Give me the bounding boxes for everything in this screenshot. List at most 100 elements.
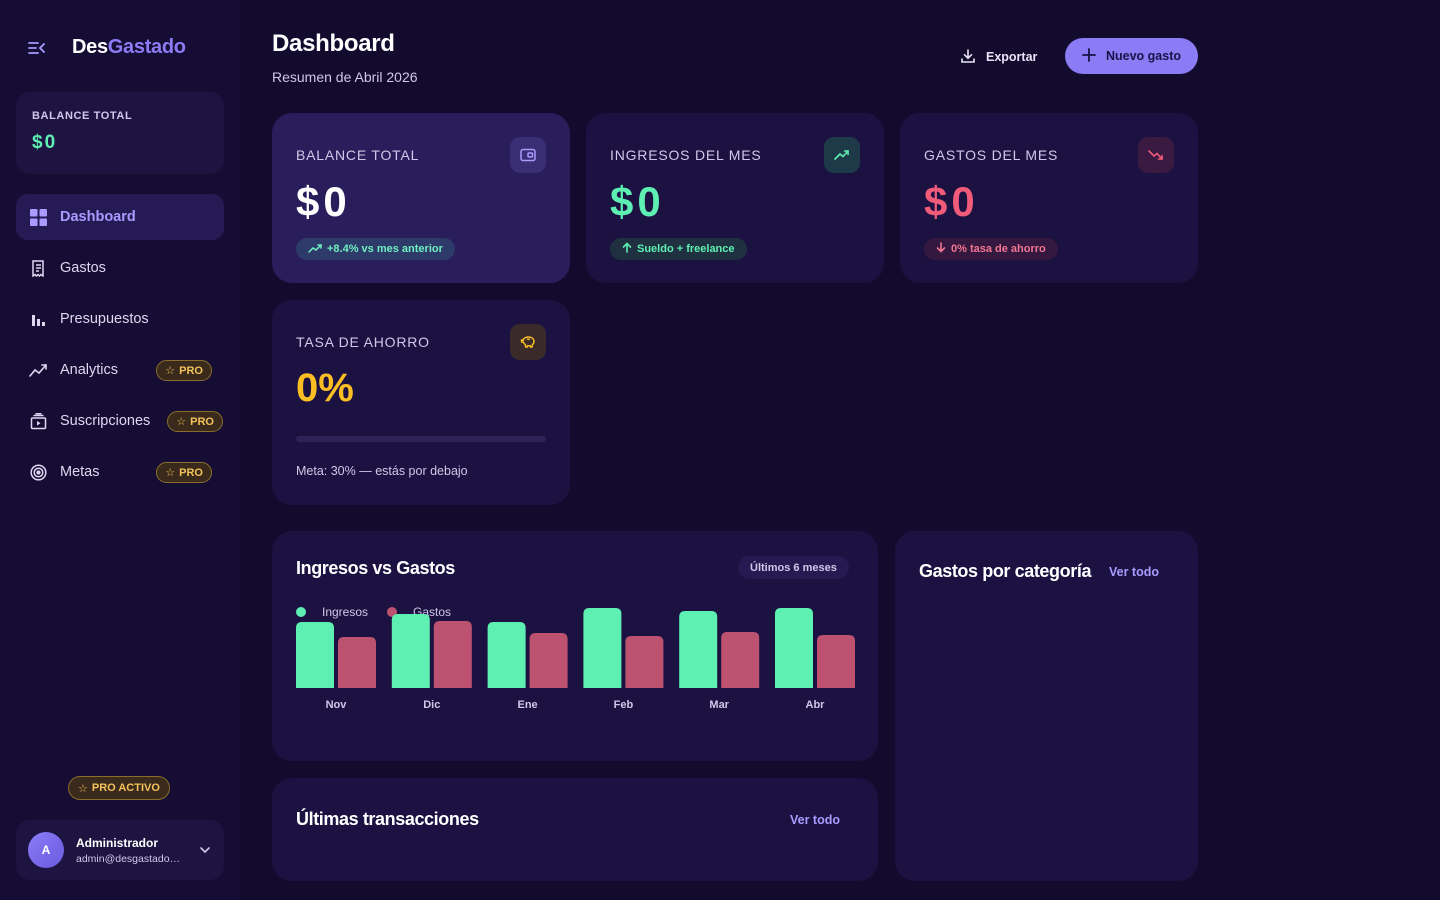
export-label: Exportar xyxy=(986,50,1038,64)
legend-dot-ingresos xyxy=(296,607,306,617)
trend-up-icon xyxy=(824,137,860,173)
sidebar: DesGastado BALANCE TOTAL $0 Dashboard Ga… xyxy=(0,0,240,900)
brand-part-1: Des xyxy=(72,36,108,58)
savings-card-value: 0% xyxy=(296,366,354,410)
trend-down-icon xyxy=(1138,137,1174,173)
avatar: A xyxy=(28,832,64,868)
sidebar-balance-value: $0 xyxy=(32,132,58,153)
user-info: Administrador admin@desgastado.com xyxy=(76,836,198,865)
savings-card-label: TASA DE AHORRO xyxy=(296,334,430,350)
plus-icon xyxy=(1082,47,1096,65)
income-expenses-chart: Ingresos Gastos Nov Dic Ene Feb Mar Abr xyxy=(296,605,855,711)
chart-range-selector[interactable]: Últimos 6 meses xyxy=(738,556,849,579)
balance-change-pill: +8.4% vs mes anterior xyxy=(296,238,455,260)
sidebar-item-metas[interactable]: Metas ☆ PRO xyxy=(16,449,224,495)
bar-gastos-dic[interactable] xyxy=(433,621,472,688)
legend-dot-gastos xyxy=(387,607,397,617)
x-tick-nov: Nov xyxy=(326,699,348,711)
x-tick-dic: Dic xyxy=(423,699,440,711)
x-tick-feb: Feb xyxy=(614,699,634,711)
bar-ingresos-dic[interactable] xyxy=(391,614,430,688)
income-vs-expenses-card: Ingresos vs Gastos Últimos 6 meses Ingre… xyxy=(272,531,878,761)
brand-logo[interactable]: DesGastado xyxy=(72,36,186,59)
receipt-icon xyxy=(28,258,48,278)
pro-active-badge: ☆ PRO ACTIVO xyxy=(68,776,170,800)
income-card-label: INGRESOS DEL MES xyxy=(610,147,762,163)
expenses-card-value: $0 xyxy=(924,178,979,225)
sidebar-balance-label: BALANCE TOTAL xyxy=(32,110,133,122)
bar-gastos-nov[interactable] xyxy=(338,637,376,688)
user-menu[interactable]: A Administrador admin@desgastado.com xyxy=(16,820,224,880)
bar-gastos-ene[interactable] xyxy=(529,633,568,688)
sidebar-item-analytics[interactable]: Analytics ☆ PRO xyxy=(16,347,224,393)
category-card-title: Gastos por categoría xyxy=(919,561,1092,581)
pro-badge: ☆ PRO xyxy=(156,462,212,483)
recent-transactions-card: Últimas transacciones Ver todo xyxy=(272,778,878,881)
expenses-savings-label: 0% tasa de ahorro xyxy=(951,243,1046,255)
transactions-view-all-link[interactable]: Ver todo xyxy=(790,813,841,827)
balance-card: BALANCE TOTAL $0 +8.4% vs mes anterior xyxy=(272,113,570,283)
sidebar-item-label: Gastos xyxy=(60,260,106,276)
sidebar-nav: Dashboard Gastos Presupuestos Analytics … xyxy=(16,194,224,500)
transactions-card-title: Últimas transacciones xyxy=(296,809,479,829)
star-icon: ☆ xyxy=(78,782,88,795)
brand-part-2: Gastado xyxy=(107,36,186,58)
collapse-menu-icon[interactable] xyxy=(28,41,46,55)
new-expense-button[interactable]: Nuevo gasto xyxy=(1065,38,1198,74)
sidebar-item-dashboard[interactable]: Dashboard xyxy=(16,194,224,240)
bar-ingresos-abr[interactable] xyxy=(775,608,813,688)
bar-ingresos-feb[interactable] xyxy=(583,608,622,688)
user-email: admin@desgastado.com xyxy=(76,852,182,865)
x-tick-ene: Ene xyxy=(518,699,538,711)
bar-ingresos-ene[interactable] xyxy=(487,622,526,688)
sidebar-item-gastos[interactable]: Gastos xyxy=(16,245,224,291)
wallet-icon xyxy=(510,137,546,173)
expenses-savings-pill: 0% tasa de ahorro xyxy=(924,238,1058,260)
bar-gastos-mar[interactable] xyxy=(721,632,760,688)
savings-progress-track xyxy=(296,436,546,442)
export-button[interactable]: Exportar xyxy=(960,46,1037,68)
sidebar-balance-card: BALANCE TOTAL $0 xyxy=(16,92,224,174)
savings-rate-card: TASA DE AHORRO 0% Meta: 30% — estás por … xyxy=(272,300,570,505)
bar-ingresos-nov[interactable] xyxy=(296,622,334,688)
pro-badge-label: PRO xyxy=(190,415,214,428)
user-name: Administrador xyxy=(76,835,159,850)
x-tick-abr: Abr xyxy=(806,699,826,711)
star-icon: ☆ xyxy=(165,467,176,479)
chart-title: Ingresos vs Gastos xyxy=(296,558,455,578)
brand: DesGastado xyxy=(28,36,186,59)
piggy-bank-icon xyxy=(510,324,546,360)
download-icon xyxy=(960,48,976,67)
new-expense-label: Nuevo gasto xyxy=(1105,49,1181,63)
chevron-down-icon xyxy=(198,843,212,857)
expenses-card: GASTOS DEL MES $0 0% tasa de ahorro xyxy=(900,113,1198,283)
income-source-pill: Sueldo + freelance xyxy=(610,238,747,260)
pro-active-label: PRO ACTIVO xyxy=(91,782,160,794)
income-card: INGRESOS DEL MES $0 Sueldo + freelance xyxy=(586,113,884,283)
subscriptions-icon xyxy=(28,411,48,431)
sidebar-item-label: Metas xyxy=(60,464,100,480)
pro-badge-label: PRO xyxy=(179,466,203,479)
sidebar-item-suscripciones[interactable]: Suscripciones ☆ PRO xyxy=(16,398,224,444)
sidebar-item-presupuestos[interactable]: Presupuestos xyxy=(16,296,224,342)
balance-card-value: $0 xyxy=(296,178,351,225)
sidebar-item-label: Dashboard xyxy=(60,209,136,225)
pro-badge-label: PRO xyxy=(179,364,203,377)
target-icon xyxy=(28,462,48,482)
trend-up-icon xyxy=(308,243,322,256)
page-subtitle: Resumen de Abril 2026 xyxy=(272,69,418,85)
balance-change-label: +8.4% vs mes anterior xyxy=(327,243,443,255)
income-source-label: Sueldo + freelance xyxy=(637,243,735,255)
x-tick-mar: Mar xyxy=(709,699,729,711)
savings-goal-note: Meta: 30% — estás por debajo xyxy=(296,464,468,478)
bar-gastos-abr[interactable] xyxy=(817,635,855,688)
bar-chart-icon xyxy=(28,309,48,329)
income-card-value: $0 xyxy=(610,178,665,225)
page-title: Dashboard xyxy=(272,30,395,57)
bar-ingresos-mar[interactable] xyxy=(679,611,718,688)
sidebar-item-label: Suscripciones xyxy=(60,413,151,429)
sidebar-item-label: Analytics xyxy=(60,362,119,378)
category-view-all-link[interactable]: Ver todo xyxy=(1109,565,1160,579)
bar-gastos-feb[interactable] xyxy=(625,636,664,688)
expenses-card-label: GASTOS DEL MES xyxy=(924,147,1059,163)
